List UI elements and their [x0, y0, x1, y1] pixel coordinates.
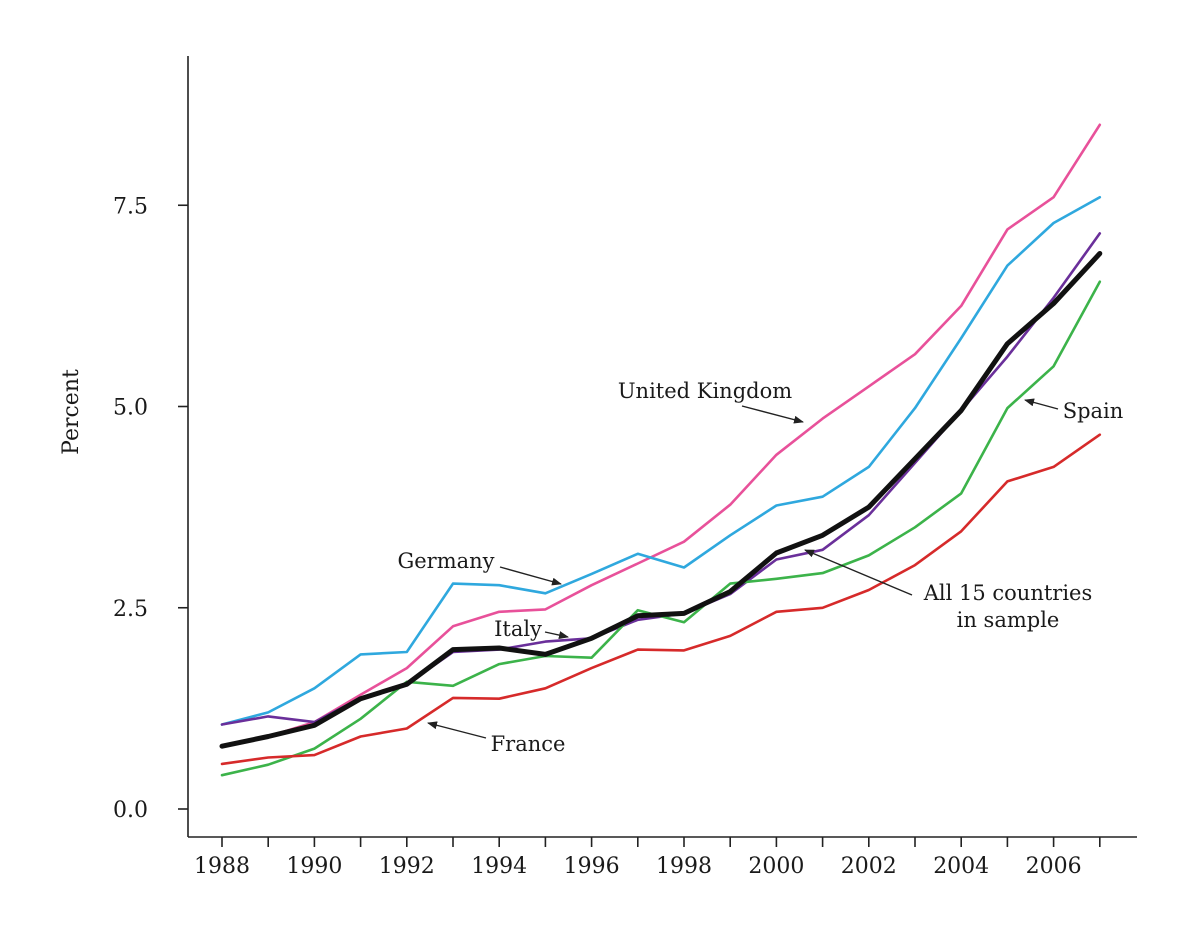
- y-tick-label: 5.0: [113, 396, 148, 421]
- series-line-germany: [220, 195, 1102, 726]
- annotation-france-label: France: [491, 732, 566, 756]
- y-tick-label: 7.5: [113, 194, 148, 219]
- annotation-united-kingdom-arrow: [741, 405, 804, 424]
- axes: [187, 56, 1137, 838]
- x-tick-label: 2004: [933, 854, 989, 879]
- annotation-germany-arrow: [499, 566, 562, 586]
- annotation-spain-label: Spain: [1063, 399, 1124, 423]
- annotation-italy-arrow: [544, 631, 569, 639]
- annotations: United Kingdom Germany Italy France Spain All…: [397, 379, 1123, 756]
- x-tick-label: 1990: [286, 854, 342, 879]
- y-tick-label: 2.5: [113, 597, 148, 622]
- x-tick-label: 2000: [748, 854, 804, 879]
- annotation-italy-label: Italy: [494, 617, 542, 641]
- series-lines: [219, 123, 1103, 777]
- x-tick-label: 1992: [379, 854, 435, 879]
- annotation-all-15-countries-in-sample-label-line2: in sample: [957, 608, 1060, 632]
- x-tick-label: 1996: [564, 854, 620, 879]
- y-axis-title: Percent: [59, 369, 84, 455]
- annotation-united-kingdom-label: United Kingdom: [618, 379, 792, 403]
- x-tick-label: 1994: [471, 854, 527, 879]
- annotation-france-arrow: [427, 721, 487, 739]
- x-tick-label: 2002: [841, 854, 897, 879]
- x-tick-label: 2006: [1026, 854, 1082, 879]
- series-line-united-kingdom: [220, 123, 1102, 748]
- x-tick-label: 1988: [194, 854, 250, 879]
- x-tick-label: 1998: [656, 854, 712, 879]
- annotation-germany-label: Germany: [397, 549, 494, 573]
- annotation-spain-arrow: [1024, 398, 1059, 410]
- y-tick-label: 0.0: [113, 798, 148, 823]
- y-ticks: 0.0 2.5 5.0 7.5: [113, 194, 188, 823]
- annotation-all-15-countries-in-sample-arrow: [804, 549, 913, 596]
- series-line-all-15-countries-in-sample: [219, 251, 1103, 749]
- annotation-all-15-countries-in-sample-label: All 15 countries: [923, 581, 1093, 605]
- series-line-france: [220, 433, 1102, 766]
- x-ticks: 1988 1990 1992 1994 1996 1998 2000 2002 2004 2006: [194, 837, 1101, 879]
